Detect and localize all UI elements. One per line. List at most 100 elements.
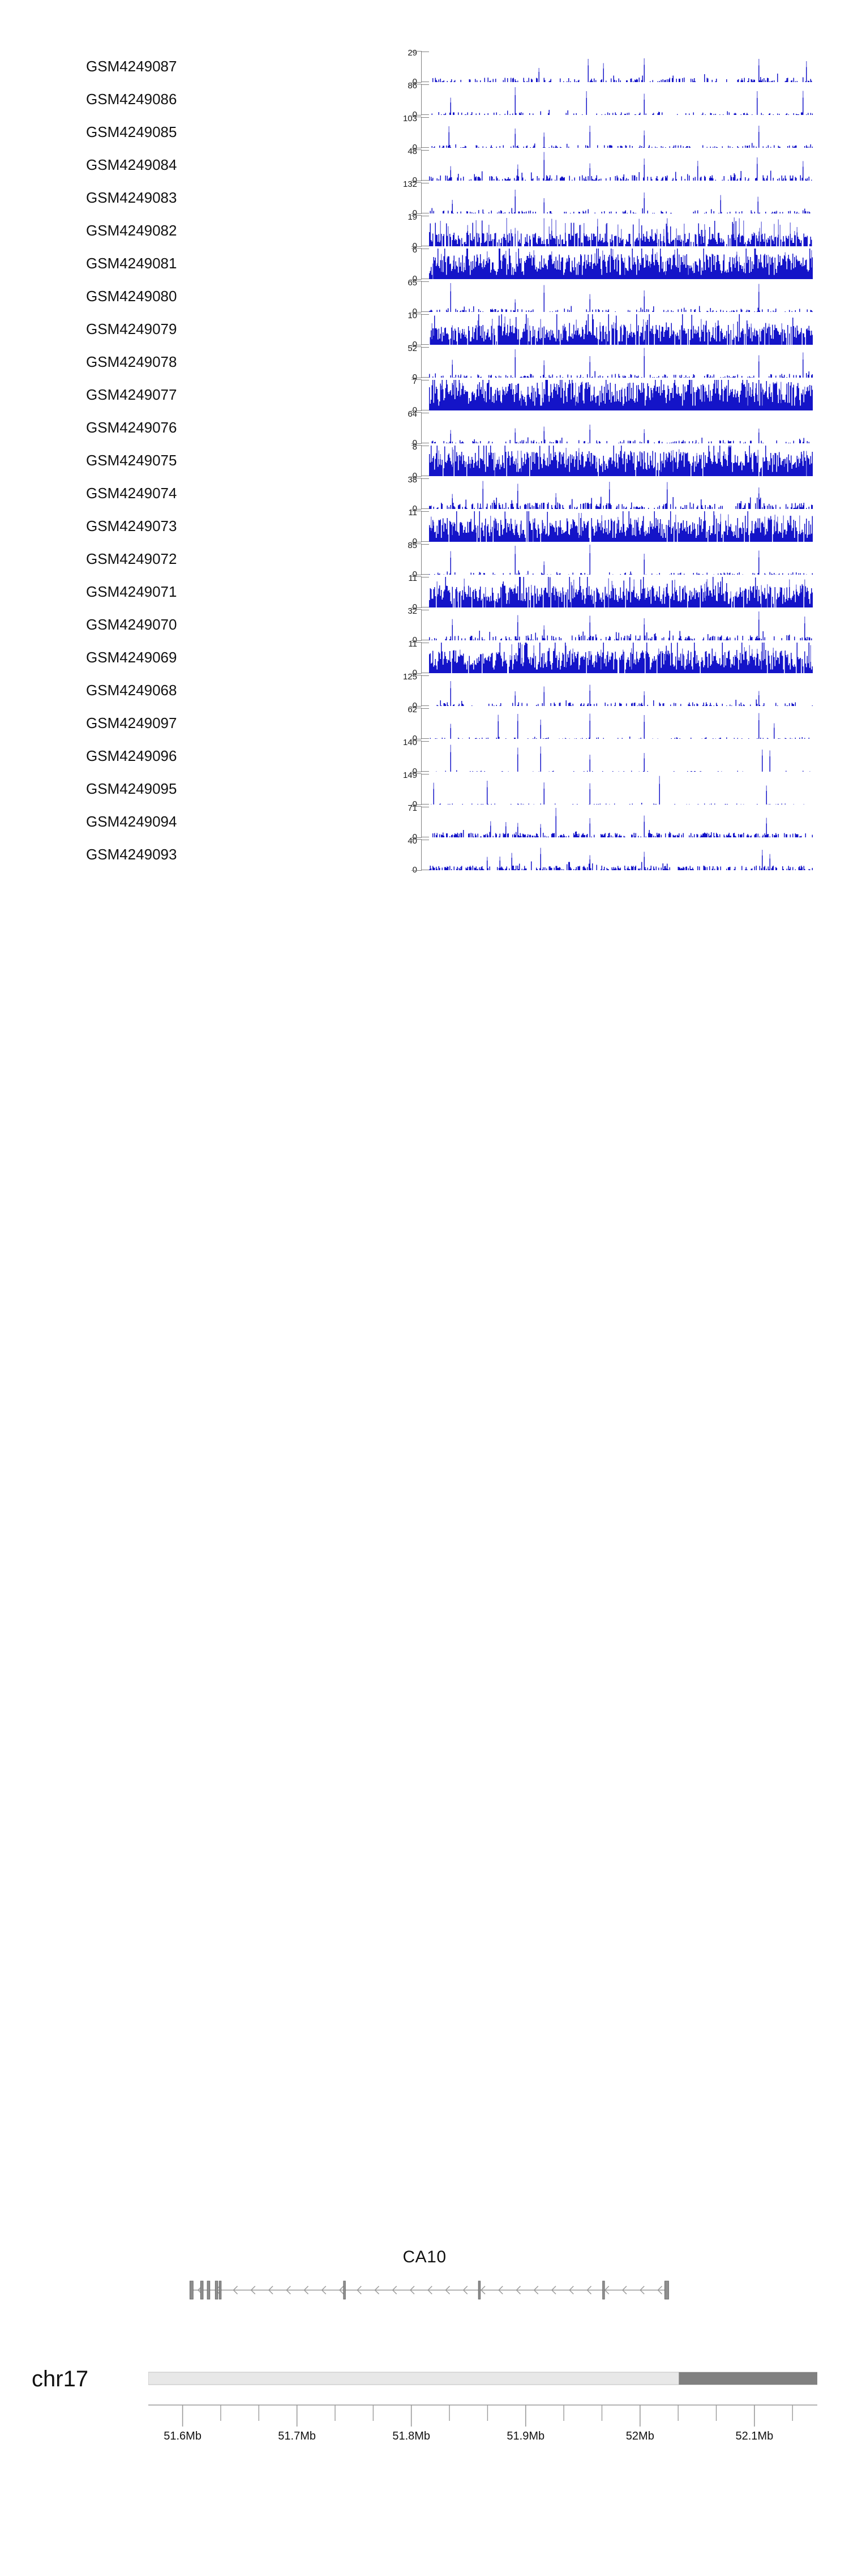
track-axis-bracket bbox=[411, 576, 429, 608]
track-signal-plot[interactable] bbox=[429, 84, 813, 115]
track-axis-labels: 52 0 bbox=[351, 344, 418, 382]
track-signal-plot[interactable] bbox=[429, 446, 813, 476]
track-label: GSM4249074 bbox=[86, 485, 177, 502]
signal-track[interactable]: GSM4249084 48 0 bbox=[0, 147, 849, 185]
signal-track[interactable]: GSM4249087 29 0 bbox=[0, 48, 849, 86]
axis-max-label: 29 bbox=[408, 48, 417, 58]
track-signal-plot[interactable] bbox=[429, 643, 813, 673]
axis-min-label: 0 bbox=[412, 504, 417, 514]
gene-name-label: CA10 bbox=[402, 2248, 447, 2266]
track-label: GSM4249073 bbox=[86, 517, 177, 534]
signal-track[interactable]: GSM4249079 10 0 bbox=[0, 311, 849, 349]
track-signal-plot[interactable] bbox=[429, 478, 813, 509]
axis-max-label: 62 bbox=[408, 705, 417, 714]
signal-track[interactable]: GSM4249085 103 0 bbox=[0, 114, 849, 152]
signal-track[interactable]: GSM4249072 85 0 bbox=[0, 541, 849, 579]
axis-max-label: 10 bbox=[408, 311, 417, 320]
signal-track[interactable]: GSM4249076 64 0 bbox=[0, 410, 849, 447]
signal-track[interactable]: GSM4249077 7 0 bbox=[0, 376, 849, 415]
axis-max-label: 7 bbox=[412, 376, 417, 386]
track-axis-bracket bbox=[411, 149, 429, 181]
ruler-tick-label: 52Mb bbox=[625, 2430, 654, 2442]
signal-track[interactable]: GSM4249070 32 0 bbox=[0, 606, 849, 645]
track-signal-plot[interactable] bbox=[429, 183, 813, 213]
axis-min-label: 0 bbox=[412, 832, 417, 842]
signal-track[interactable]: GSM4249069 11 0 bbox=[0, 640, 849, 677]
track-label: GSM4249082 bbox=[86, 222, 177, 239]
chromosome-ideogram[interactable] bbox=[148, 2368, 817, 2390]
track-axis-labels: 65 0 bbox=[351, 279, 418, 316]
signal-track[interactable]: GSM4249081 6 0 bbox=[0, 246, 849, 283]
ruler-tick-label: 51.8Mb bbox=[392, 2430, 431, 2442]
track-signal-plot[interactable] bbox=[429, 216, 813, 246]
track-signal-plot[interactable] bbox=[429, 708, 813, 739]
axis-max-label: 32 bbox=[408, 606, 417, 616]
track-signal-plot[interactable] bbox=[429, 52, 813, 82]
track-signal-plot[interactable] bbox=[429, 840, 813, 870]
axis-min-label: 0 bbox=[412, 537, 417, 546]
signal-track[interactable]: GSM4249095 149 0 bbox=[0, 771, 849, 808]
track-axis-bracket bbox=[411, 314, 429, 345]
axis-min-label: 0 bbox=[412, 405, 417, 415]
signal-track[interactable]: GSM4249086 86 0 bbox=[0, 82, 849, 119]
ruler-tick-label: 51.6Mb bbox=[164, 2430, 201, 2442]
signal-track[interactable]: GSM4249068 125 0 bbox=[0, 672, 849, 710]
signal-track[interactable]: GSM4249082 19 0 bbox=[0, 213, 849, 250]
track-signal-plot[interactable] bbox=[429, 544, 813, 575]
signal-track[interactable]: GSM4249094 71 0 bbox=[0, 803, 849, 842]
track-signal-plot[interactable] bbox=[429, 281, 813, 312]
track-axis-bracket bbox=[411, 84, 429, 115]
track-signal-plot[interactable] bbox=[429, 249, 813, 279]
track-axis-labels: 149 0 bbox=[351, 771, 418, 808]
track-signal-plot[interactable] bbox=[429, 741, 813, 772]
signal-track[interactable]: GSM4249074 38 0 bbox=[0, 476, 849, 514]
track-label: GSM4249086 bbox=[86, 91, 177, 108]
axis-max-label: 125 bbox=[402, 672, 417, 682]
track-signal-plot[interactable] bbox=[429, 150, 813, 181]
track-signal-plot[interactable] bbox=[429, 347, 813, 378]
track-signal-plot[interactable] bbox=[429, 675, 813, 706]
signal-track[interactable]: GSM4249071 11 0 bbox=[0, 574, 849, 611]
signal-track[interactable]: GSM4249075 8 0 bbox=[0, 443, 849, 480]
track-signal-plot[interactable] bbox=[429, 117, 813, 148]
axis-min-label: 0 bbox=[412, 635, 417, 645]
track-signal-plot[interactable] bbox=[429, 610, 813, 640]
track-signal-plot[interactable] bbox=[429, 413, 813, 443]
signal-track[interactable]: GSM4249073 11 0 bbox=[0, 508, 849, 546]
ruler-tick-label: 51.9Mb bbox=[507, 2430, 545, 2442]
axis-max-label: 71 bbox=[408, 803, 417, 813]
track-axis-bracket bbox=[411, 741, 429, 772]
track-axis-labels: 38 0 bbox=[351, 476, 418, 514]
signal-track[interactable]: GSM4249093 40 0 bbox=[0, 837, 849, 874]
track-signal-plot[interactable] bbox=[429, 774, 813, 805]
track-axis-bracket bbox=[411, 51, 429, 83]
track-axis-labels: 40 0 bbox=[351, 837, 418, 874]
track-signal-plot[interactable] bbox=[429, 380, 813, 410]
track-axis-labels: 10 0 bbox=[351, 311, 418, 349]
track-signal-plot[interactable] bbox=[429, 314, 813, 345]
axis-min-label: 0 bbox=[412, 373, 417, 382]
signal-track[interactable]: GSM4249078 52 0 bbox=[0, 344, 849, 382]
axis-max-label: 140 bbox=[402, 738, 417, 747]
signal-track[interactable]: GSM4249083 132 0 bbox=[0, 180, 849, 217]
signal-track[interactable]: GSM4249096 140 0 bbox=[0, 738, 849, 776]
track-axis-labels: 132 0 bbox=[351, 180, 418, 217]
track-signal-plot[interactable] bbox=[429, 577, 813, 607]
signal-track[interactable]: GSM4249080 65 0 bbox=[0, 279, 849, 316]
track-axis-bracket bbox=[411, 609, 429, 641]
track-axis-bracket bbox=[411, 708, 429, 739]
axis-max-label: 103 bbox=[402, 114, 417, 123]
track-axis-bracket bbox=[411, 642, 429, 674]
track-signal-plot[interactable] bbox=[429, 807, 813, 837]
gene-model-track[interactable] bbox=[170, 2275, 838, 2305]
track-axis-labels: 85 0 bbox=[351, 541, 418, 579]
coordinate-ruler[interactable] bbox=[148, 2404, 817, 2430]
axis-min-label: 0 bbox=[412, 767, 417, 776]
track-label: GSM4249087 bbox=[86, 58, 177, 75]
signal-track[interactable]: GSM4249097 62 0 bbox=[0, 705, 849, 743]
track-signal-plot[interactable] bbox=[429, 511, 813, 542]
axis-min-label: 0 bbox=[412, 340, 417, 349]
track-axis-bracket bbox=[411, 248, 429, 280]
